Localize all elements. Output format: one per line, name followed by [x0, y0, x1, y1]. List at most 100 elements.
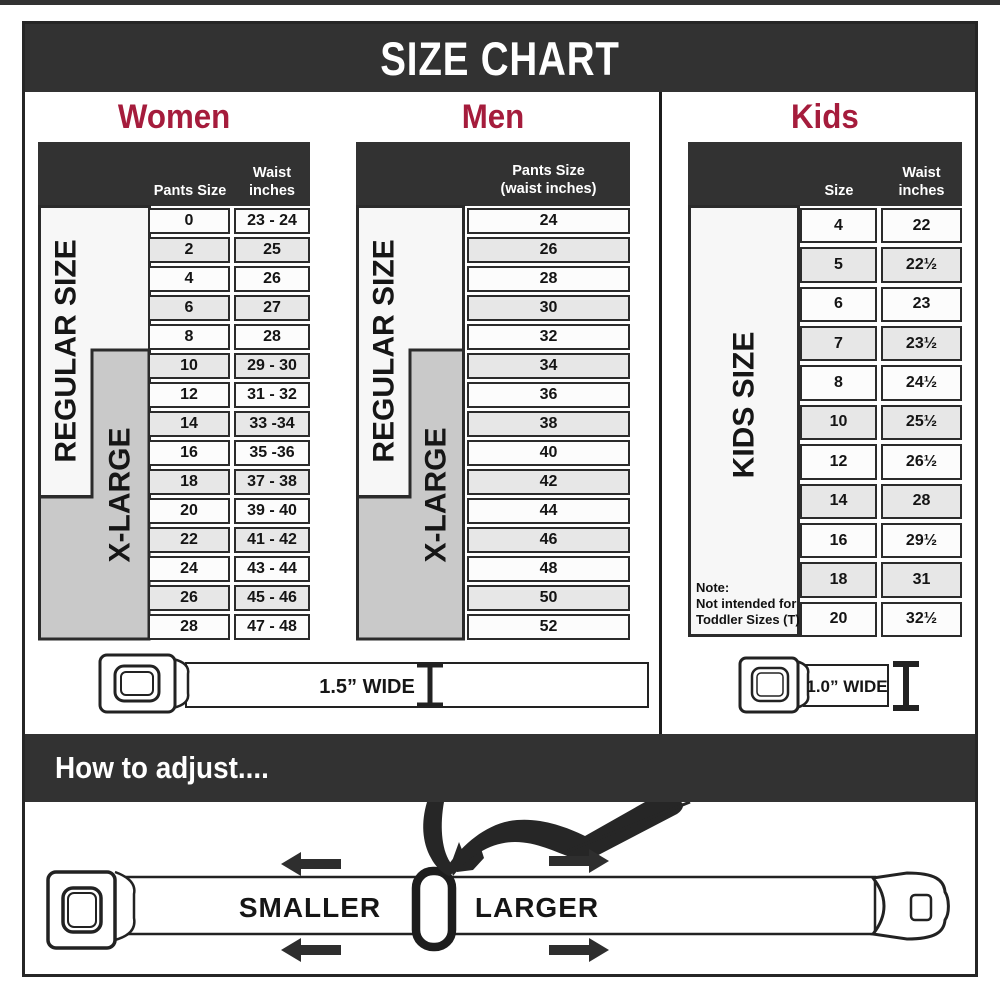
how-to-adjust-heading: How to adjust....: [55, 750, 269, 785]
buckle-tab: [172, 657, 190, 710]
seatbelt-buckle-icon: [738, 656, 800, 714]
pants-size-cell: 2: [148, 237, 230, 263]
belt-strap: [185, 662, 649, 708]
pants-size-cell: 44: [467, 498, 630, 524]
pants-size-cell: 28: [467, 266, 630, 292]
kids-table-rows: 4 22 5 22½ 6 23 7 23½ 8 24½ 10 25½ 12 26…: [800, 208, 962, 637]
men-table-header: Pants Size (waist inches): [356, 142, 630, 206]
waist-inches-cell: 24½: [881, 365, 962, 401]
waist-inches-cell: 22½: [881, 247, 962, 283]
kids-belt-illustration: 1.0” WIDE: [738, 656, 919, 714]
pants-size-cell: 40: [467, 440, 630, 466]
belt-tip-slot: [909, 893, 933, 922]
men-table-row: 28: [467, 266, 630, 292]
men-table-row: 46: [467, 527, 630, 553]
men-header-line1: Pants Size: [512, 163, 585, 180]
men-table-row: 52: [467, 614, 630, 640]
pants-size-cell: 8: [148, 324, 230, 350]
women-table-header: Pants Size Waist inches: [38, 142, 310, 206]
kids-table-row: 14 28: [800, 483, 962, 519]
kids-size-cell: 5: [800, 247, 877, 283]
hand-icon: [423, 802, 684, 876]
waist-inches-cell: 37 - 38: [234, 469, 310, 495]
waist-inches-cell: 26½: [881, 444, 962, 480]
title-banner: SIZE CHART: [25, 24, 975, 92]
kids-title: Kids: [688, 96, 962, 138]
kids-waist-header: Waist inches: [881, 165, 962, 200]
women-table-row: 2 25: [148, 237, 310, 263]
buckle-inner-window: [120, 671, 154, 696]
pants-size-cell: 52: [467, 614, 630, 640]
men-pants-size-header: Pants Size (waist inches): [467, 163, 630, 198]
seatbelt-buckle-icon: [46, 870, 117, 950]
women-table-row: 20 39 - 40: [148, 498, 310, 524]
men-table-row: 50: [467, 585, 630, 611]
waist-inches-cell: 22: [881, 208, 962, 244]
kids-note-line1: Note:: [696, 580, 730, 595]
women-table-row: 14 33 -34: [148, 411, 310, 437]
men-table-row: 44: [467, 498, 630, 524]
women-table-row: 18 37 - 38: [148, 469, 310, 495]
women-table-row: 10 29 - 30: [148, 353, 310, 379]
waist-inches-cell: 29 - 30: [234, 353, 310, 379]
pants-size-cell: 32: [467, 324, 630, 350]
adult-belt-illustration: 1.5” WIDE: [98, 653, 649, 714]
width-measure-icon: [417, 662, 443, 708]
men-table-row: 38: [467, 411, 630, 437]
kids-table-row: 7 23½: [800, 326, 962, 362]
men-xlarge-label: X-LARGE: [420, 428, 453, 563]
men-regular-label: REGULAR SIZE: [368, 239, 401, 462]
pants-size-cell: 0: [148, 208, 230, 234]
women-waist-header-line1: Waist: [252, 165, 292, 182]
kids-size-category-graphic: KIDS SIZE: [688, 205, 800, 637]
width-measure-icon: [893, 661, 919, 711]
buckle-inner-window: [756, 672, 784, 697]
kids-belt-width-label: 1.0” WIDE: [806, 677, 887, 696]
waist-inches-cell: 28: [881, 483, 962, 519]
belt-strap: [111, 875, 877, 936]
women-table-row: 22 41 - 42: [148, 527, 310, 553]
buckle-tab: [114, 870, 136, 942]
kids-size-cell: 16: [800, 522, 877, 559]
men-table-rows: 24 26 28 30 32 34 36 38 40 42 44 46 48 5…: [467, 208, 630, 640]
kids-note-line3: Toddler Sizes (T): [696, 611, 800, 627]
pants-size-cell: 24: [148, 556, 230, 582]
kids-size-header: Size: [824, 182, 854, 199]
kids-table-row: 4 22: [800, 208, 962, 244]
kids-size-cell: 10: [800, 404, 877, 441]
pants-size-cell: 30: [467, 295, 630, 321]
pants-size-cell: 10: [148, 353, 230, 379]
women-size-category-graphic: REGULAR SIZE X-LARGE: [38, 205, 151, 641]
how-to-adjust-band: How to adjust....: [25, 734, 975, 802]
women-table-row: 26 45 - 46: [148, 585, 310, 611]
pants-size-cell: 42: [467, 469, 630, 495]
waist-inches-cell: 35 -36: [234, 440, 310, 466]
pants-size-cell: 38: [467, 411, 630, 437]
women-xlarge-box: [38, 348, 151, 641]
women-table-row: 6 27: [148, 295, 310, 321]
waist-inches-cell: 26: [234, 266, 310, 292]
men-table-row: 34: [467, 353, 630, 379]
women-table-row: 12 31 - 32: [148, 382, 310, 408]
pants-size-cell: 50: [467, 585, 630, 611]
women-xlarge-label: X-LARGE: [104, 428, 137, 563]
pants-size-cell: 46: [467, 527, 630, 553]
men-table-row: 36: [467, 382, 630, 408]
waist-inches-cell: 29½: [881, 522, 962, 559]
waist-inches-cell: 32½: [881, 601, 962, 637]
adult-belt-width-label: 1.5” WIDE: [319, 676, 415, 698]
pants-size-cell: 24: [467, 208, 630, 234]
belt-adjuster-slider: [411, 866, 457, 952]
women-table-row: 4 26: [148, 266, 310, 292]
men-table-row: 26: [467, 237, 630, 263]
smaller-arrows-icon: [281, 852, 341, 962]
pants-size-cell: 28: [148, 614, 230, 640]
top-edge-strip: [0, 0, 1000, 5]
men-title-text: Men: [461, 97, 525, 136]
smaller-label: SMALLER: [239, 892, 381, 923]
men-header-line2: (waist inches): [500, 180, 597, 197]
larger-arrows-icon: [549, 849, 609, 962]
men-table-row: 24: [467, 208, 630, 234]
women-table-row: 0 23 - 24: [148, 208, 310, 234]
